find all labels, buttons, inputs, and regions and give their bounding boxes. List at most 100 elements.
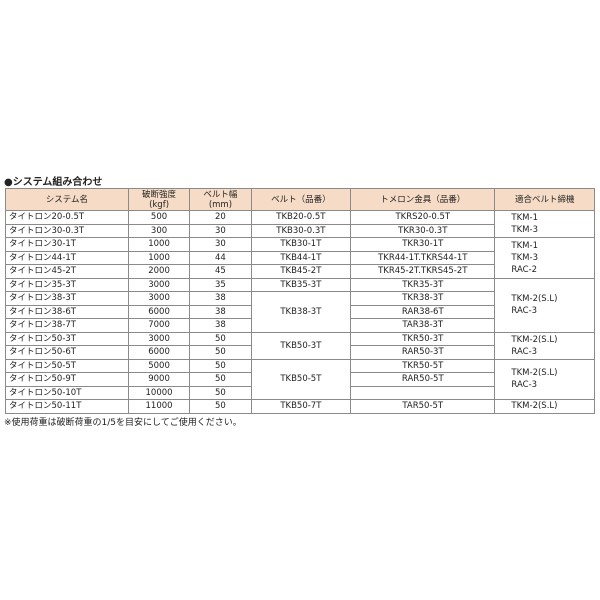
header-cell: ベルト幅 (mm)	[189, 188, 252, 211]
header-text: ベルト幅	[203, 189, 238, 200]
header-cell: 破断強度 (kgf)	[127, 188, 191, 211]
system-table: システム名 破断強度 (kgf) ベルト幅 (mm) ベルト（品番） トメロン金具（品番）適…	[5, 188, 595, 414]
cell-belt: TKB50-3T	[250, 331, 352, 360]
cell-strength: 300	[127, 223, 191, 238]
machine-line: TKM-2(S.L)	[511, 401, 558, 412]
header-text: システム名	[45, 194, 89, 205]
cell-name: タイトロン50-11T	[5, 399, 129, 414]
cell-fitting: TAR50-5T	[350, 399, 496, 414]
machine-line: TKM-2(S.L)	[511, 334, 558, 345]
machine-line: RAC-3	[511, 306, 538, 316]
cell-width: 50	[189, 399, 252, 414]
header-cell: ベルト（品番）	[250, 188, 352, 211]
cell-machine: TKM-1 TKM-3 RAC-2	[494, 237, 595, 279]
cell-fitting: TKR50-5T	[350, 358, 496, 373]
cell-strength: 2000	[127, 264, 191, 279]
cell-width: 35	[189, 277, 252, 292]
cell-fitting: TKR50-3T	[350, 331, 496, 346]
cell-strength: 10000	[127, 385, 191, 400]
cell-strength: 9000	[127, 372, 191, 387]
cell-machine: TKM-2(S.L)	[494, 399, 595, 414]
cell-strength: 7000	[127, 318, 191, 333]
cell-width: 50	[189, 385, 252, 400]
cell-width: 50	[189, 372, 252, 387]
cell-strength: 6000	[127, 304, 191, 319]
cell-width: 45	[189, 264, 252, 279]
table-row: タイトロン30-1T 1000 30 TKB30-1T TKR30-1T TKM-1 TKM…	[5, 237, 595, 279]
header-text: (mm)	[208, 199, 233, 210]
cell-fitting: RAR50-5T	[350, 372, 496, 387]
cell-fitting: TKR30-1T	[350, 237, 496, 252]
cell-width: 38	[189, 291, 252, 306]
cell-fitting: TKR44-1T.TKRS44-1T	[350, 250, 496, 265]
cell-name: タイトロン50-5T	[5, 358, 129, 373]
table-row: タイトロン50-3T 3000 50 TKB50-3T TKR50-3T TKM-2(S.…	[5, 331, 595, 360]
table-row: タイトロン50-11T 11000 50 TKB50-7T TAR50-5T TKM-2(…	[5, 399, 595, 414]
cell-fitting: TAR38-3T	[350, 318, 496, 333]
cell-machine: TKM-2(S.L) RAC-3	[494, 358, 595, 400]
header-cell: システム名	[5, 188, 129, 211]
table-row: タイトロン50-9T 9000 50 RAR50-5T	[5, 372, 595, 387]
table-row: タイトロン30-0.3T 300 30 TKB30-0.3T TKR30-0.3T	[5, 223, 595, 238]
cell-width: 30	[189, 223, 252, 238]
cell-name: タイトロン50-10T	[5, 385, 129, 400]
cell-fitting: TKR35-3T	[350, 277, 496, 292]
cell-fitting: TKR38-3T	[350, 291, 496, 306]
cell-fitting: TKRS20-0.5T	[350, 210, 496, 225]
cell-width: 30	[189, 237, 252, 252]
header-text: トメロン金具（品番）	[380, 194, 466, 205]
cell-strength: 11000	[127, 399, 191, 414]
cell-name: タイトロン30-1T	[5, 237, 129, 252]
cell-fitting: TKR30-0.3T	[350, 223, 496, 238]
cell-width: 50	[189, 345, 252, 360]
cell-belt: TKB44-1T	[250, 250, 352, 265]
cell-width: 38	[189, 304, 252, 319]
cell-strength: 1000	[127, 250, 191, 265]
machine-line: TKM-2(S.L)	[511, 368, 558, 379]
cell-width: 20	[189, 210, 252, 225]
table-row: タイトロン50-10T 10000 50	[5, 385, 595, 400]
cell-name: タイトロン20-0.5T	[5, 210, 129, 225]
cell-belt: TKB30-1T	[250, 237, 352, 252]
cell-belt: TKB38-3T	[250, 291, 352, 333]
cell-name: タイトロン45-2T	[5, 264, 129, 279]
cell-name: タイトロン38-6T	[5, 304, 129, 319]
header-text: 破断強度	[142, 189, 177, 200]
cell-width: 44	[189, 250, 252, 265]
cell-machine: TKM-1 TKM-3	[494, 210, 595, 238]
cell-name: タイトロン35-3T	[5, 277, 129, 292]
table-row: タイトロン45-2T 2000 45 TKB45-2T TKR45-2T.TKRS45-…	[5, 264, 595, 279]
table-row: タイトロン35-3T 3000 35 TKB35-3T TKR35-3T TKM-2(S.…	[5, 277, 595, 333]
cell-fitting: RAR50-3T	[350, 345, 496, 360]
cell-name: タイトロン38-7T	[5, 318, 129, 333]
header-text: 適合ベルト締機	[514, 194, 575, 205]
cell-belt: TKB35-3T	[250, 277, 352, 292]
cell-strength: 3000	[127, 277, 191, 292]
header-text: (kgf)	[149, 199, 170, 210]
cell-strength: 3000	[127, 291, 191, 306]
table-row: タイトロン38-3T 3000 38 TKB38-3T TKR38-3T	[5, 291, 595, 333]
machine-line: TKM-1	[511, 240, 538, 251]
machine-line: RAC-3	[511, 380, 538, 391]
cell-strength: 500	[127, 210, 191, 225]
machine-line: RAC-2	[511, 264, 538, 275]
machine-line: TKM-1	[511, 213, 538, 223]
table-row: タイトロン20-0.5T 500 20 TKB20-0.5T TKRS20-0.5T TK…	[5, 210, 595, 238]
machine-line: TKM-3	[511, 252, 538, 263]
cell-fitting: TKR45-2T.TKRS45-2T	[350, 264, 496, 279]
header-cell: 適合ベルト締機	[494, 188, 595, 211]
table-row: タイトロン38-6T 6000 38 RAR38-6T	[5, 304, 595, 319]
section-title: ●システム組み合わせ	[4, 177, 103, 188]
cell-name: タイトロン50-6T	[5, 345, 129, 360]
cell-belt: TKB50-5T	[250, 358, 352, 400]
cell-fitting: RAR38-6T	[350, 304, 496, 319]
cell-name: タイトロン44-1T	[5, 250, 129, 265]
cell-fitting	[350, 385, 496, 400]
cell-machine: TKM-2(S.L) RAC-3	[494, 277, 595, 333]
table-row: タイトロン44-1T 1000 44 TKB44-1T TKR44-1T.TKRS44-…	[5, 250, 595, 265]
cell-width: 50	[189, 358, 252, 373]
table-row: タイトロン50-5T 5000 50 TKB50-5T TKR50-5T TKM-2(S.…	[5, 358, 595, 400]
table-row: タイトロン38-7T 7000 38 TAR38-3T	[5, 318, 595, 333]
cell-belt: TKB45-2T	[250, 264, 352, 279]
